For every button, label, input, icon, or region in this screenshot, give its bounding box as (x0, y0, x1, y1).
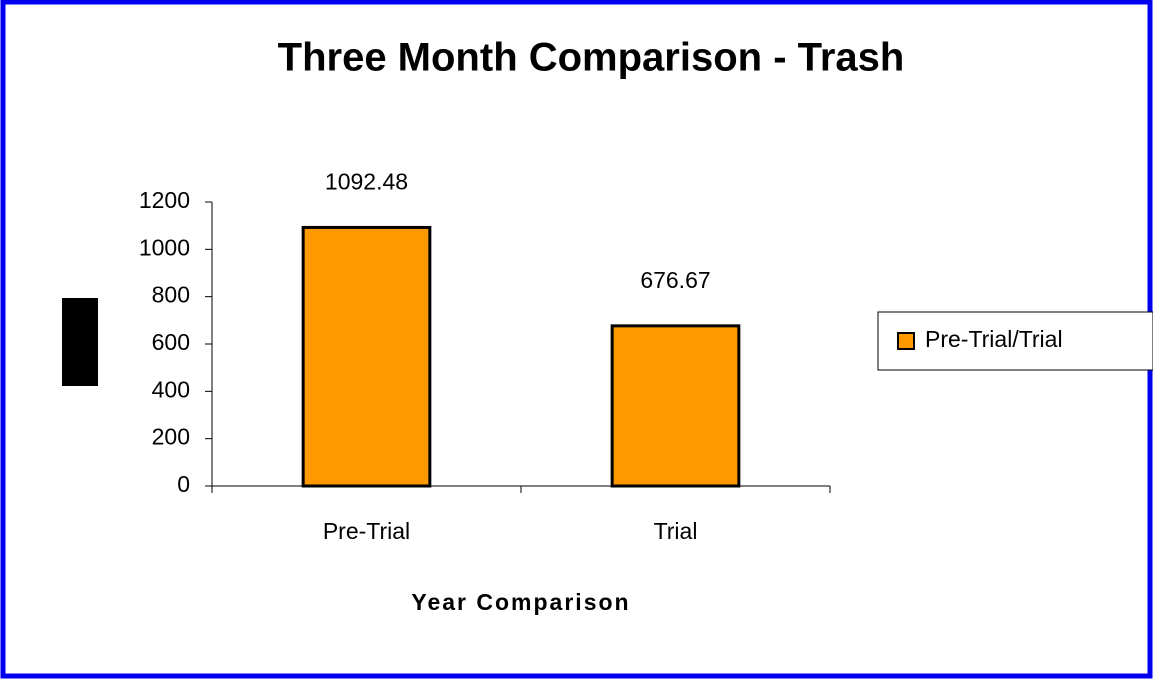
bar (610, 324, 741, 488)
legend-label: Pre-Trial/Trial (925, 326, 1063, 352)
x-tick-label: Trial (654, 518, 698, 544)
bar (301, 225, 432, 488)
y-tick-label: 200 (152, 424, 190, 450)
y-tick-label: 600 (152, 329, 190, 355)
y-tick-label: 1200 (139, 187, 190, 213)
y-tick-label: 800 (152, 282, 190, 308)
y-tick-label: 0 (177, 471, 190, 497)
value-label: 676.67 (640, 267, 710, 293)
y-tick-label: 400 (152, 376, 190, 402)
legend-swatch (897, 332, 915, 350)
x-tick-label: Pre-Trial (323, 518, 410, 544)
x-axis-title: Year Comparison (411, 589, 630, 615)
value-label: 1092.48 (325, 169, 408, 195)
legend (877, 311, 1153, 371)
redaction (62, 298, 98, 386)
y-tick-label: 1000 (139, 234, 190, 260)
chart-title: Three Month Comparison - Trash (278, 36, 905, 80)
